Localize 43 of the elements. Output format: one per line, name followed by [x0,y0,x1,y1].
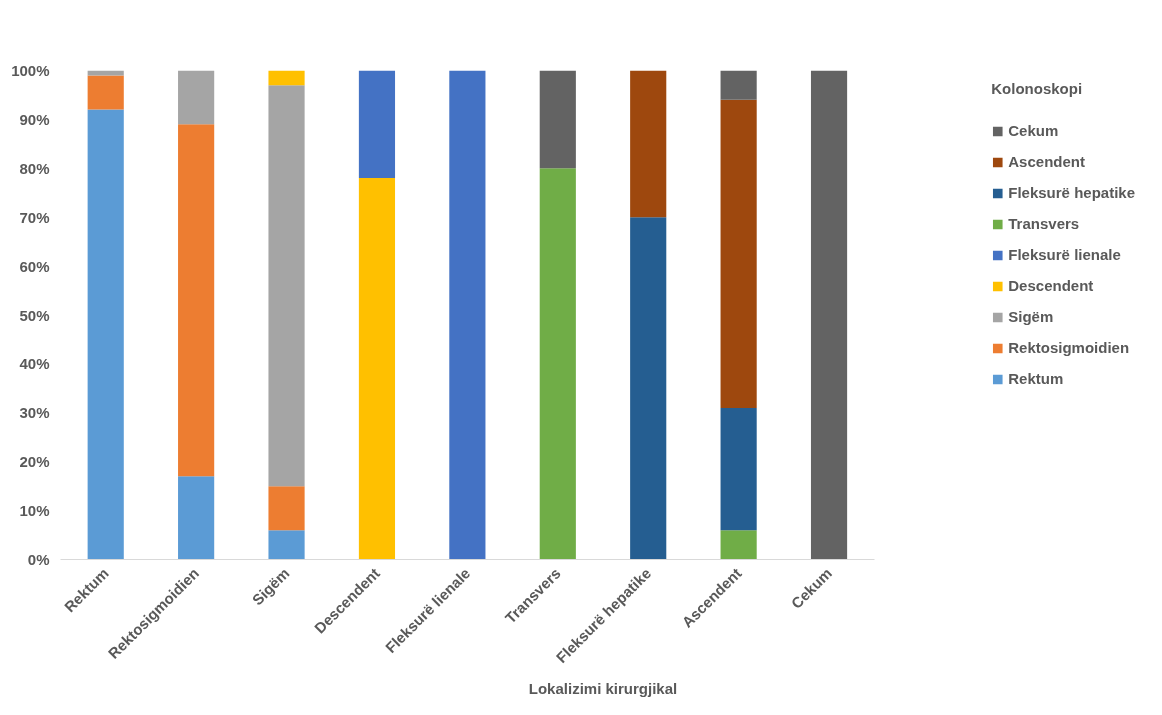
bar [720,70,757,100]
bar [720,407,757,531]
y-tick-label: 80% [19,159,50,177]
y-tick-label: 100% [11,62,50,79]
bar [539,70,576,169]
legend-label: Rektosigmoidien [1008,339,1130,356]
y-tick-label: 70% [19,208,50,226]
bar [810,70,848,560]
y-tick-label: 0% [27,551,50,568]
bar [268,70,305,86]
legend-title: Kolonoskopi [991,80,1084,97]
legend-label: Sigëm [1008,308,1054,325]
bar [358,70,396,179]
y-tick-label: 60% [19,257,50,275]
bar [720,99,757,408]
bar [178,476,215,560]
bar [268,85,305,487]
y-tick-label: 30% [19,404,50,422]
bar [178,124,215,477]
bar [720,530,757,560]
bar [178,70,215,125]
y-tick-label: 90% [19,110,50,128]
legend-label: Fleksurë hepatike [1008,184,1135,201]
y-tick-label: 50% [19,306,50,324]
bar [358,178,396,560]
bar [87,75,124,110]
legend-label: Transvers [1008,215,1080,232]
x-axis-title: Lokalizimi kirurgjikal [528,680,678,698]
bar [268,530,305,560]
bar [268,486,305,531]
y-tick-label: 40% [19,355,50,373]
bar [539,168,576,560]
y-tick-label: 10% [19,502,50,520]
legend-label: Fleksurë lienale [1008,246,1121,263]
bar [630,217,667,560]
bar [630,70,667,218]
bar [449,70,486,560]
y-tick-label: 20% [19,453,50,471]
legend-label: Rektum [1008,370,1064,387]
bar [87,109,124,560]
legend-label: Descendent [1008,277,1094,294]
legend-label: Ascendent [1008,153,1085,170]
legend-label: Cekum [1008,122,1059,139]
